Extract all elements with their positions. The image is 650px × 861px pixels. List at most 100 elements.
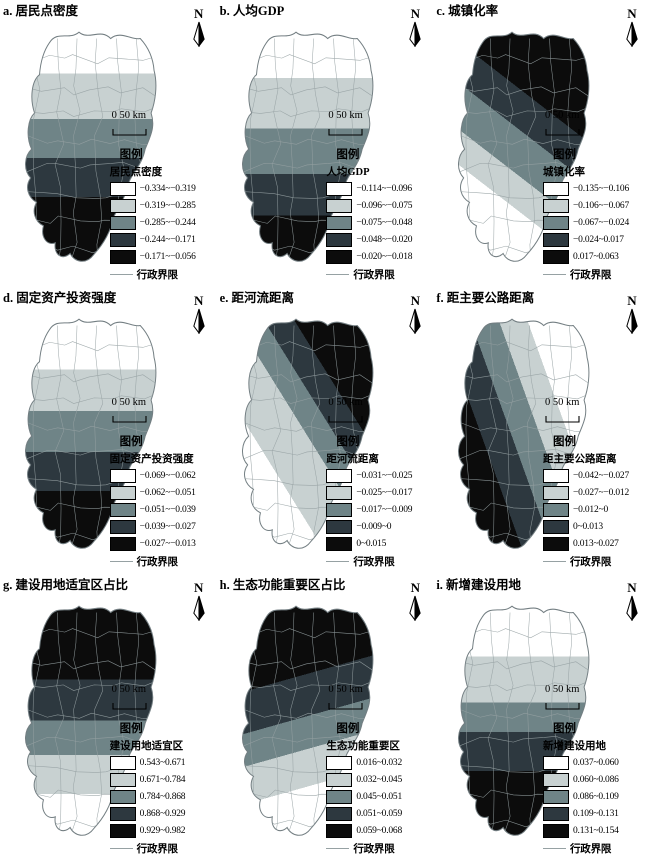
north-arrow-icon: N <box>192 581 205 626</box>
legend-class-label: −0.106~−0.067 <box>573 201 630 211</box>
compass-needle-icon <box>192 21 205 48</box>
legend-class-label: 0.017~0.063 <box>573 252 619 262</box>
admin-boundary-label: 行政界限 <box>570 844 612 855</box>
legend-swatch <box>543 756 569 770</box>
legend-class-row: −0.039~−0.027 <box>109 520 214 534</box>
legend-swatch <box>109 250 136 264</box>
legend-swatch <box>326 520 353 534</box>
legend-swatch <box>543 537 569 551</box>
admin-boundary-row: 行政界限 <box>109 267 214 282</box>
legend-class-label: −0.027~−0.013 <box>139 539 196 549</box>
legend-swatch <box>326 182 353 196</box>
legend-class-label: 0.045~0.051 <box>356 792 403 802</box>
legend-swatch <box>109 469 136 483</box>
legend-class-row: −0.069~−0.062 <box>109 469 214 483</box>
legend-swatch <box>543 520 569 534</box>
scale-label: 0 50 km <box>111 684 147 696</box>
scale-bar: 0 50 km <box>110 397 214 428</box>
legend-class-row: −0.048~−0.020 <box>326 233 430 247</box>
legend-class-row: −0.319~−0.285 <box>109 199 214 213</box>
legend-variable-title: 生态功能重要区 <box>326 741 400 752</box>
legend-swatch <box>543 486 569 500</box>
scale-bar-icon <box>328 703 363 710</box>
legend-class-row: 0.045~0.051 <box>326 790 430 804</box>
scale-bar: 0 50 km <box>543 684 647 715</box>
legend-class-row: 0.131~0.154 <box>543 824 647 838</box>
legend-swatch <box>326 790 353 804</box>
admin-boundary-label: 行政界限 <box>570 557 612 568</box>
scale-label: 0 50 km <box>328 110 363 122</box>
scale-bar-icon <box>328 416 363 423</box>
north-arrow-icon: N <box>409 7 422 52</box>
north-arrow-icon: N <box>626 294 638 339</box>
legend-class-label: −0.171~−0.056 <box>139 252 196 262</box>
legend-class-label: −0.096~−0.075 <box>356 201 413 211</box>
legend-swatch <box>109 233 136 247</box>
legend-swatch <box>543 503 569 517</box>
legend: 0 50 km 图例 人均GDP −0.114~−0.096 −0.096~−0… <box>326 110 430 282</box>
legend-class-label: 0.929~0.982 <box>139 826 186 836</box>
legend-class-label: 0.013~0.027 <box>573 539 619 549</box>
legend-swatch <box>543 199 569 213</box>
legend-class-row: −0.244~−0.171 <box>109 233 214 247</box>
admin-boundary-line-icon <box>109 561 133 562</box>
legend-header: 图例 <box>119 149 143 161</box>
legend-swatch <box>326 233 353 247</box>
legend-class-label: −0.069~−0.062 <box>139 471 196 481</box>
legend-variable-title: 居民点密度 <box>109 167 163 178</box>
north-arrow-icon: N <box>626 7 638 52</box>
legend-swatch <box>109 824 136 838</box>
legend-class-row: −0.020~−0.018 <box>326 250 430 264</box>
admin-boundary-line-icon <box>109 274 133 275</box>
legend: 0 50 km 图例 居民点密度 −0.334~−0.319 −0.319~−0… <box>109 110 214 282</box>
legend-swatch <box>543 182 569 196</box>
legend-class-label: 0~0.013 <box>573 522 603 532</box>
admin-boundary-row: 行政界限 <box>326 841 430 856</box>
legend-swatch <box>543 233 569 247</box>
map-panel-c: c. 城镇化率 N 0 50 km 图例 城镇化率 −0.135~−0.106 <box>433 0 650 287</box>
legend-swatch <box>326 199 353 213</box>
compass-needle-icon <box>626 21 638 48</box>
panel-title: e. 距河流距离 <box>219 291 294 305</box>
map-panel-i: i. 新增建设用地 N 0 50 km 图例 新增建设用地 0.037~0.06… <box>433 574 650 861</box>
legend-class-row: −0.067~−0.024 <box>543 216 647 230</box>
legend-class-row: 0.013~0.027 <box>543 537 647 551</box>
legend-header: 图例 <box>336 723 360 735</box>
legend-class-label: −0.025~−0.017 <box>356 488 413 498</box>
panel-title: d. 固定资产投资强度 <box>3 291 117 305</box>
admin-boundary-row: 行政界限 <box>543 267 647 282</box>
legend-class-row: −0.017~−0.009 <box>326 503 430 517</box>
legend-class-label: −0.135~−0.106 <box>573 184 630 194</box>
legend-swatch <box>543 773 569 787</box>
legend-variable-title: 距主要公路距离 <box>543 454 617 465</box>
legend-class-label: −0.048~−0.020 <box>356 235 413 245</box>
legend-class-row: −0.285~−0.244 <box>109 216 214 230</box>
legend-swatch <box>109 216 136 230</box>
legend-swatch <box>326 824 353 838</box>
compass-needle-icon <box>409 595 422 622</box>
legend-class-row: 0~0.015 <box>326 537 430 551</box>
legend-class-label: 0.671~0.784 <box>139 775 186 785</box>
legend-variable-title: 人均GDP <box>326 167 370 178</box>
north-arrow-icon: N <box>409 294 422 339</box>
scale-bar: 0 50 km <box>326 397 430 428</box>
legend: 0 50 km 图例 新增建设用地 0.037~0.060 0.060~0.08… <box>543 684 647 856</box>
scale-label: 0 50 km <box>545 397 580 409</box>
admin-boundary-row: 行政界限 <box>109 554 214 569</box>
north-arrow-icon: N <box>192 294 205 339</box>
legend-class-row: 0.060~0.086 <box>543 773 647 787</box>
legend-class-label: −0.067~−0.024 <box>573 218 630 228</box>
scale-label: 0 50 km <box>328 684 363 696</box>
admin-boundary-label: 行政界限 <box>136 557 178 568</box>
scale-bar-icon <box>545 416 580 423</box>
legend-swatch <box>543 824 569 838</box>
legend-swatch <box>543 469 569 483</box>
legend-class-row: 0.059~0.068 <box>326 824 430 838</box>
legend-swatch <box>543 250 569 264</box>
scale-bar: 0 50 km <box>326 684 430 715</box>
legend-header: 图例 <box>119 723 143 735</box>
scale-bar: 0 50 km <box>543 397 647 428</box>
north-label: N <box>627 293 637 308</box>
admin-boundary-line-icon <box>326 274 350 275</box>
admin-boundary-line-icon <box>326 561 350 562</box>
